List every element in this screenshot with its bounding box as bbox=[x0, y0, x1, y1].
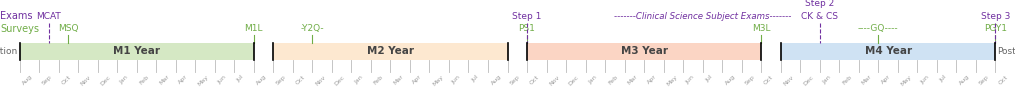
Text: Exams: Exams bbox=[0, 11, 32, 22]
Text: Post-Graduation: Post-Graduation bbox=[998, 47, 1015, 56]
Text: Jan: Jan bbox=[588, 74, 598, 85]
Text: Jul: Jul bbox=[236, 74, 245, 83]
Text: Dec: Dec bbox=[99, 74, 112, 86]
Text: Aug: Aug bbox=[958, 74, 970, 86]
Text: Mar: Mar bbox=[393, 74, 404, 86]
Text: Pre-Matriculation: Pre-Matriculation bbox=[0, 47, 17, 56]
Text: Feb: Feb bbox=[139, 74, 150, 86]
Text: Apr: Apr bbox=[412, 74, 423, 85]
Text: Mar: Mar bbox=[158, 74, 171, 86]
Text: Jan: Jan bbox=[119, 74, 130, 85]
Text: Nov: Nov bbox=[783, 74, 795, 86]
Text: Aug: Aug bbox=[256, 74, 268, 86]
Text: Jul: Jul bbox=[704, 74, 714, 83]
Text: Step 2: Step 2 bbox=[805, 0, 834, 8]
Text: Mar: Mar bbox=[861, 74, 873, 86]
Bar bbox=[19, 43, 254, 60]
Text: M1L: M1L bbox=[245, 24, 263, 33]
Text: Step 3: Step 3 bbox=[980, 12, 1010, 21]
Text: -------Clinical Science Subject Exams-------: -------Clinical Science Subject Exams---… bbox=[614, 12, 792, 21]
Text: Oct: Oct bbox=[61, 74, 72, 85]
Text: Jun: Jun bbox=[685, 74, 695, 85]
Text: MCAT: MCAT bbox=[37, 12, 61, 21]
Text: M3L: M3L bbox=[752, 24, 770, 33]
Text: Jul: Jul bbox=[939, 74, 948, 83]
Text: Oct: Oct bbox=[529, 74, 540, 85]
Text: May: May bbox=[431, 74, 445, 87]
Text: M4 Year: M4 Year bbox=[865, 46, 911, 57]
Text: Feb: Feb bbox=[841, 74, 853, 86]
Text: Jun: Jun bbox=[451, 74, 462, 85]
Text: Apr: Apr bbox=[178, 74, 189, 85]
Text: M1 Year: M1 Year bbox=[113, 46, 160, 57]
Text: Nov: Nov bbox=[548, 74, 560, 86]
Text: ----GQ----: ----GQ---- bbox=[858, 24, 898, 33]
Bar bbox=[781, 43, 996, 60]
Text: M3 Year: M3 Year bbox=[620, 46, 668, 57]
Text: Aug: Aug bbox=[490, 74, 502, 86]
Text: Sep: Sep bbox=[510, 74, 522, 86]
Text: Feb: Feb bbox=[373, 74, 385, 86]
Bar bbox=[273, 43, 508, 60]
Text: Sep: Sep bbox=[275, 74, 287, 86]
Text: Jul: Jul bbox=[470, 74, 479, 83]
Text: Apr: Apr bbox=[880, 74, 891, 85]
Text: Aug: Aug bbox=[724, 74, 736, 86]
Text: Dec: Dec bbox=[568, 74, 581, 86]
Text: Dec: Dec bbox=[802, 74, 814, 86]
Text: Surveys: Surveys bbox=[0, 24, 39, 34]
Bar bbox=[527, 43, 761, 60]
Text: CK & CS: CK & CS bbox=[801, 12, 838, 21]
Text: Apr: Apr bbox=[647, 74, 658, 85]
Text: PGY1: PGY1 bbox=[984, 24, 1007, 33]
Text: Jun: Jun bbox=[216, 74, 227, 85]
Text: Oct: Oct bbox=[294, 74, 307, 85]
Text: Jan: Jan bbox=[822, 74, 832, 85]
Text: Sep: Sep bbox=[41, 74, 53, 86]
Text: Jan: Jan bbox=[353, 74, 363, 85]
Text: M2 Year: M2 Year bbox=[366, 46, 414, 57]
Text: Mar: Mar bbox=[626, 74, 638, 86]
Text: Jun: Jun bbox=[920, 74, 930, 85]
Text: May: May bbox=[666, 74, 678, 87]
Text: Dec: Dec bbox=[334, 74, 346, 86]
Text: -Y2Q-: -Y2Q- bbox=[300, 24, 324, 33]
Text: Sep: Sep bbox=[744, 74, 755, 86]
Text: Nov: Nov bbox=[80, 74, 92, 86]
Text: May: May bbox=[900, 74, 912, 87]
Text: Oct: Oct bbox=[998, 74, 1009, 85]
Text: May: May bbox=[197, 74, 210, 87]
Text: Aug: Aug bbox=[21, 74, 33, 86]
Text: Feb: Feb bbox=[607, 74, 618, 86]
Text: Sep: Sep bbox=[977, 74, 990, 86]
Text: Nov: Nov bbox=[315, 74, 327, 86]
Text: MSQ: MSQ bbox=[58, 24, 78, 33]
Text: Step 1: Step 1 bbox=[513, 12, 542, 21]
Text: Oct: Oct bbox=[763, 74, 774, 85]
Text: PS1: PS1 bbox=[519, 24, 536, 33]
